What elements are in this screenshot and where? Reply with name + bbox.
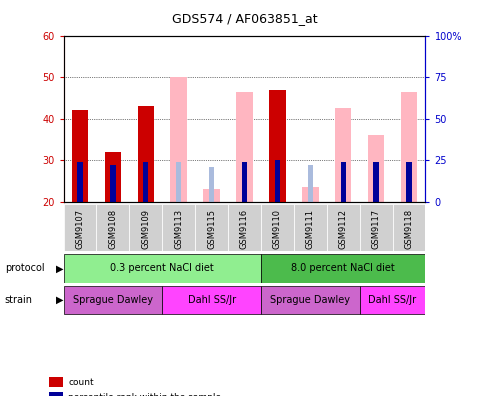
FancyBboxPatch shape [162,204,195,251]
Bar [236,92,252,202]
Text: GSM9118: GSM9118 [404,209,413,249]
FancyBboxPatch shape [227,204,261,251]
Bar [143,162,148,202]
Bar [307,166,312,202]
Text: count: count [68,378,94,386]
Bar [104,152,121,202]
Bar [367,135,384,202]
FancyBboxPatch shape [96,204,129,251]
Text: GSM9112: GSM9112 [338,209,347,249]
Bar [406,162,411,202]
Bar [334,109,351,202]
FancyBboxPatch shape [359,286,425,314]
Text: Sprague Dawley: Sprague Dawley [73,295,153,305]
Bar [340,162,345,202]
Text: GSM9115: GSM9115 [207,209,216,249]
Bar [373,162,378,202]
Bar [170,77,186,202]
Bar [242,162,246,202]
FancyBboxPatch shape [162,286,261,314]
Text: percentile rank within the sample: percentile rank within the sample [68,393,221,396]
FancyBboxPatch shape [392,204,425,251]
FancyBboxPatch shape [261,254,425,283]
FancyBboxPatch shape [261,286,359,314]
Bar [400,92,416,202]
FancyBboxPatch shape [63,286,162,314]
Bar [72,110,88,202]
Text: protocol: protocol [5,263,44,273]
Text: Dahl SS/Jr: Dahl SS/Jr [368,295,416,305]
FancyBboxPatch shape [129,204,162,251]
Text: GSM9107: GSM9107 [75,209,84,249]
FancyBboxPatch shape [326,204,359,251]
FancyBboxPatch shape [261,204,293,251]
FancyBboxPatch shape [63,254,261,283]
Text: GSM9113: GSM9113 [174,209,183,249]
Bar [302,187,318,202]
Bar [242,162,246,202]
Bar [340,162,345,202]
Text: GSM9110: GSM9110 [272,209,281,249]
Bar [373,162,378,202]
Text: Sprague Dawley: Sprague Dawley [270,295,349,305]
Text: GSM9111: GSM9111 [305,209,314,249]
Bar [110,166,115,202]
Text: GDS574 / AF063851_at: GDS574 / AF063851_at [171,12,317,25]
Bar [137,106,154,202]
Bar [77,162,82,202]
Bar [274,160,280,202]
Text: GSM9109: GSM9109 [141,209,150,249]
Text: 8.0 percent NaCl diet: 8.0 percent NaCl diet [291,263,394,273]
Text: 0.3 percent NaCl diet: 0.3 percent NaCl diet [110,263,214,273]
Bar [176,162,181,202]
Text: GSM9108: GSM9108 [108,209,117,249]
Bar [203,189,220,202]
FancyBboxPatch shape [293,204,326,251]
FancyBboxPatch shape [195,204,227,251]
Bar [406,162,411,202]
FancyBboxPatch shape [359,204,392,251]
FancyBboxPatch shape [63,204,96,251]
Bar [268,89,285,202]
Text: ▶: ▶ [56,263,63,273]
Text: ▶: ▶ [56,295,63,305]
Text: GSM9117: GSM9117 [371,209,380,249]
Bar [208,167,214,202]
Text: strain: strain [5,295,33,305]
Text: GSM9116: GSM9116 [240,209,248,249]
Text: Dahl SS/Jr: Dahl SS/Jr [187,295,235,305]
